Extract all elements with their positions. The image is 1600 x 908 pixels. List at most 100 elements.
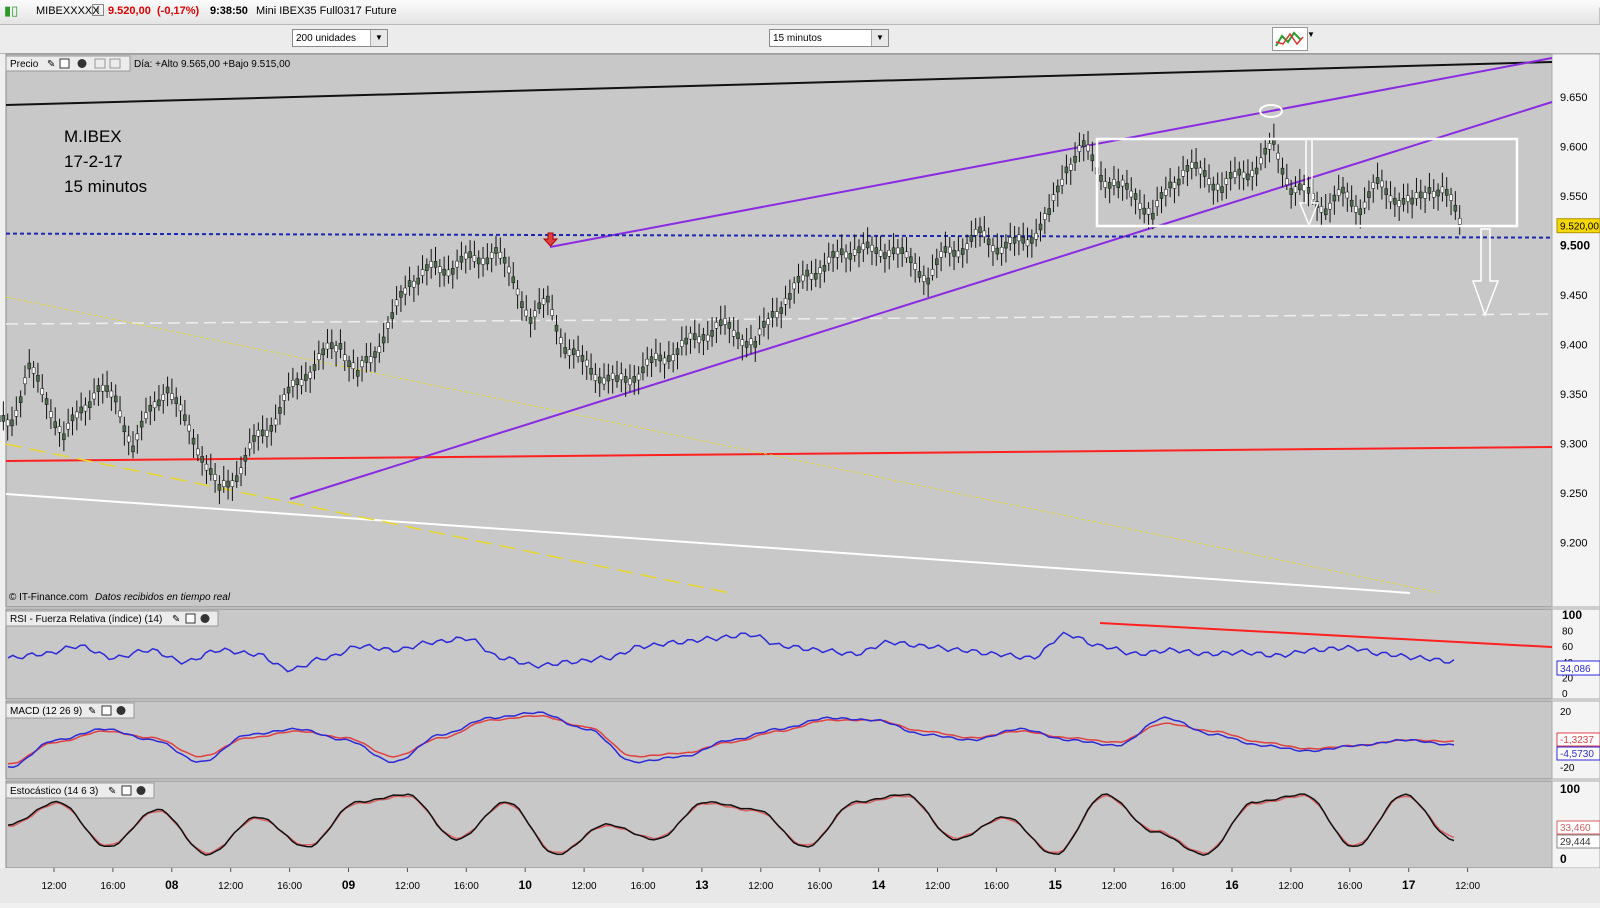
price-bar-body [23,377,27,385]
price-bar-body [839,248,844,256]
price-bar-body [930,269,935,276]
price-bar-body [775,311,779,318]
close-icon [136,786,146,795]
chevron-down-icon[interactable]: ▼ [370,30,387,46]
rsi-tick-label: 60 [1562,642,1574,653]
chart-style-button[interactable] [1272,27,1308,51]
price-bar-body [170,393,174,400]
price-tick-label: 9.600 [1560,142,1588,154]
price-bar-body [1220,186,1224,193]
price-bar-body [1276,152,1280,160]
price-bar-body [1056,185,1060,193]
price-bar-body [217,484,222,491]
price-bar-body [1401,197,1406,205]
price-bar-body [1155,200,1159,207]
x-tick-label: 12:00 [41,881,66,892]
price-bar-body [667,355,671,362]
x-tick-label: 16:00 [984,881,1009,892]
price-bar-body [1427,187,1432,194]
price-bar-body [779,307,783,314]
price-bar-body [407,280,412,287]
price-bar-body [1211,183,1216,191]
symbol-code: MIBEXXXXX [36,5,100,17]
price-bar-body [1285,178,1289,186]
price-bar-body [1159,192,1164,199]
stoch-tick-label: 0 [1560,852,1567,866]
price-bar-body [740,339,745,346]
price-bar-body [200,456,204,463]
price-bar-body [31,367,36,374]
price-bar-body [511,276,516,284]
chart-annotation-line: M.IBEX [64,127,122,146]
price-bar-body [386,322,390,329]
x-tick-label: 12:00 [572,881,597,892]
price-axis-bg [1551,53,1600,608]
interval-select[interactable]: 15 minutos ▼ [769,29,889,47]
bars-count-select[interactable]: 200 unidades ▼ [292,29,388,47]
price-bar-body [567,349,572,356]
price-bar-body [891,247,896,255]
price-bar-body [736,332,740,340]
price-bar-body [870,244,874,252]
chart-svg: Precio ✎ Día: +Alto 9.565,00 +Bajo 9.515,0… [0,53,1600,903]
price-bar-body [935,258,939,266]
price-bar-body [455,260,459,268]
price-bar-body [528,317,533,324]
x-tick-label: 12:00 [1455,881,1480,892]
window-icon [101,705,112,716]
price-bar-body [1051,194,1056,201]
price-bar-body [1332,194,1337,202]
price-bar-body [718,319,723,327]
price-bar-body [165,386,170,394]
price-tick-label: 9.250 [1560,488,1588,500]
chevron-down-icon[interactable]: ▼ [1307,30,1315,39]
price-bar-body [1116,181,1121,189]
price-bar-body [18,396,23,403]
price-bar-body [178,404,183,412]
info-icon[interactable]: i [92,4,104,16]
price-bar-body [1328,202,1332,210]
price-bar-body [368,356,373,363]
price-bar-body [1025,239,1030,247]
chart-app-icon[interactable]: ▮▯ [4,3,19,18]
price-bar-body [1060,179,1064,186]
rsi-last-badge [1556,660,1600,676]
price-bar-body [827,256,831,264]
x-tick-label: 16:00 [454,881,479,892]
price-bar-body [390,312,395,319]
price-bar-body [485,257,490,265]
chevron-down-icon[interactable]: ▼ [871,30,888,46]
price-bar-body [909,256,913,263]
price-bar-body [381,336,386,344]
price-bar-body [113,395,118,403]
price-bar-body [1099,175,1103,182]
price-bar-body [399,291,403,298]
price-tick-label: 9.550 [1560,191,1588,203]
price-bar-body [1444,189,1449,196]
price-bar-body [572,348,576,355]
price-bar-body [541,298,546,305]
price-bar-body [1371,182,1375,189]
price-bar-body [88,401,92,408]
price-bar-body [982,230,987,238]
price-bar-body [597,376,602,384]
price-bar-body [1388,195,1393,203]
x-tick-label: 16:00 [277,881,302,892]
price-bar-body [209,468,213,475]
target-dashed-line [5,313,1553,325]
price-bar-body [1397,200,1401,207]
price-bar-body [412,280,416,288]
x-tick-label: 16:00 [807,881,832,892]
price-bar-body [44,398,49,405]
price-bar-body [1177,178,1181,186]
price-bar-body [476,257,481,265]
price-bar-body [1151,212,1155,220]
price-bar-body [1133,193,1138,200]
price-bar-body [731,330,736,337]
macd-line [7,711,1455,769]
stoch-panel-label: Estocástico (14 6 3) [10,786,98,797]
price-bar-body [1142,207,1146,215]
price-bar-body [684,337,688,345]
price-bar-body [1038,223,1043,231]
price-bar-body [1246,173,1250,181]
